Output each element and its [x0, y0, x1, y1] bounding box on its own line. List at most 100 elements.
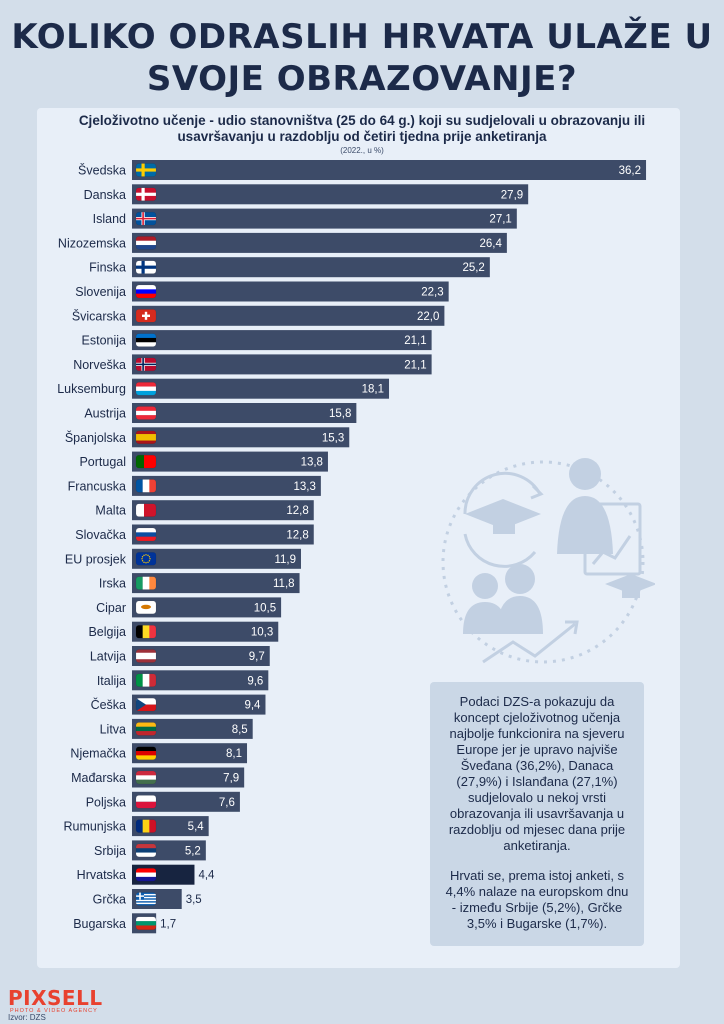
bar-row-5: Slovenija 22,3 — [75, 281, 449, 302]
bar-row-21: Italija 9,6 — [97, 670, 269, 691]
category-label-16: EU prosjek — [65, 552, 127, 566]
flag-icon-13 — [136, 479, 156, 493]
bar-22 — [132, 694, 266, 715]
bar-chart: Švedska 36,2 Danska 27,9 Island 27,1 Nizozemsk… — [57, 160, 647, 934]
flag-icon-5 — [136, 285, 156, 298]
bar-3 — [132, 232, 507, 253]
category-label-9: Luksemburg — [57, 382, 126, 396]
bar-row-22: Češka 9,4 — [91, 694, 266, 715]
category-label-28: Srbija — [94, 844, 126, 858]
value-label-13: 13,3 — [293, 481, 315, 493]
bar-9 — [132, 378, 390, 399]
value-label-24: 8,1 — [226, 748, 242, 760]
flag-icon-27 — [136, 819, 156, 833]
bar-4 — [132, 257, 490, 278]
bar-row-16: EU prosjek 11,9 — [65, 548, 301, 569]
bar-row-6: Švicarska 22,0 — [72, 305, 445, 326]
value-label-4: 25,2 — [462, 262, 484, 274]
bar-row-28: Srbija 5,2 — [94, 840, 206, 861]
flag-icon-0 — [136, 163, 156, 177]
education-illustration-icon — [441, 458, 655, 664]
category-label-11: Španjolska — [65, 430, 126, 445]
bar-row-31: Bugarska 1,7 — [73, 913, 176, 934]
value-label-22: 9,4 — [244, 700, 261, 712]
bar-row-18: Cipar 10,5 — [96, 597, 282, 618]
category-label-18: Cipar — [96, 601, 126, 615]
flag-icon-7 — [136, 333, 156, 347]
category-label-4: Finska — [89, 261, 126, 275]
category-label-10: Austrija — [84, 407, 126, 421]
bar-12 — [132, 451, 328, 472]
page-title: KOLIKO ODRASLIH HRVATA ULAŽE U SVOJE OBR… — [11, 17, 713, 99]
value-label-11: 15,3 — [322, 432, 344, 444]
bar-row-2: Island 27,1 — [93, 208, 517, 229]
category-label-29: Hrvatska — [77, 868, 126, 882]
flag-icon-9 — [136, 382, 156, 396]
bar-row-10: Austrija 15,8 — [84, 403, 357, 423]
category-label-26: Poljska — [86, 795, 126, 809]
flag-icon-17 — [136, 576, 156, 590]
note-paragraph-1: Podaci DZS-a pokazuju da koncept cjeloži… — [448, 694, 626, 853]
bar-row-23: Litva 8,5 — [100, 718, 253, 739]
bar-11 — [132, 427, 350, 448]
value-label-0: 36,2 — [619, 165, 641, 177]
value-label-14: 12,8 — [286, 505, 308, 517]
bar-7 — [132, 330, 432, 351]
category-label-15: Slovačka — [75, 528, 126, 542]
value-label-20: 9,7 — [249, 651, 265, 663]
info-note: Podaci DZS-a pokazuju da koncept cjeloži… — [430, 682, 644, 946]
logo-tagline: PHOTO & VIDEO AGENCY — [10, 1008, 98, 1014]
flag-icon-31 — [136, 916, 156, 930]
value-label-31: 1,7 — [160, 918, 176, 930]
value-label-23: 8,5 — [232, 724, 248, 736]
value-label-6: 22,0 — [417, 311, 439, 323]
bar-10 — [132, 403, 357, 423]
flag-icon-28 — [136, 843, 156, 857]
value-label-17: 11,8 — [273, 578, 295, 590]
bar-row-20: Latvija 9,7 — [90, 646, 270, 666]
flag-icon-21 — [136, 673, 156, 687]
category-label-12: Portugal — [79, 455, 126, 469]
bar-24 — [132, 743, 248, 764]
flag-icon-24 — [136, 746, 156, 760]
value-label-3: 26,4 — [479, 238, 502, 250]
category-label-21: Italija — [97, 674, 126, 688]
bar-row-29: Hrvatska 4,4 — [77, 864, 215, 885]
flag-icon-30 — [136, 892, 156, 906]
flag-icon-6 — [136, 309, 156, 323]
bar-14 — [132, 500, 314, 521]
flag-icon-22 — [136, 698, 156, 712]
bar-row-8: Norveška 21,1 — [73, 354, 432, 375]
category-label-5: Slovenija — [75, 285, 126, 299]
bar-row-19: Belgija 10,3 — [88, 621, 279, 642]
bar-row-17: Irska 11,8 — [99, 573, 300, 594]
flag-icon-4 — [136, 260, 156, 274]
category-label-6: Švicarska — [72, 308, 126, 323]
bar-row-27: Rumunjska 5,4 — [63, 816, 209, 837]
source-note: Izvor: DZS — [8, 1013, 46, 1022]
flag-icon-11 — [136, 430, 156, 444]
value-label-10: 15,8 — [329, 408, 351, 420]
flag-icon-26 — [136, 795, 156, 809]
bar-23 — [132, 718, 253, 739]
category-label-7: Estonija — [82, 334, 127, 348]
category-label-30: Grčka — [93, 893, 126, 907]
value-label-5: 22,3 — [421, 287, 443, 299]
bar-5 — [132, 281, 449, 302]
bar-row-24: Njemačka 8,1 — [70, 743, 248, 764]
value-label-27: 5,4 — [188, 821, 205, 833]
category-label-27: Rumunjska — [63, 820, 126, 834]
pixsell-logo: PIXSELL — [8, 986, 103, 1010]
bar-row-13: Francuska 13,3 — [68, 475, 321, 496]
flag-icon-16 — [136, 552, 156, 566]
bar-row-9: Luksemburg 18,1 — [57, 378, 390, 399]
flag-icon-3 — [136, 236, 156, 250]
bar-row-30: Grčka 3,5 — [93, 889, 202, 909]
bar-row-11: Španjolska 15,3 — [65, 427, 350, 448]
value-label-8: 21,1 — [404, 359, 426, 371]
bar-row-25: Mađarska 7,9 — [71, 767, 245, 788]
bar-6 — [132, 305, 445, 326]
bar-row-4: Finska 25,2 — [89, 257, 490, 278]
category-label-20: Latvija — [90, 650, 126, 664]
bar-13 — [132, 475, 321, 496]
